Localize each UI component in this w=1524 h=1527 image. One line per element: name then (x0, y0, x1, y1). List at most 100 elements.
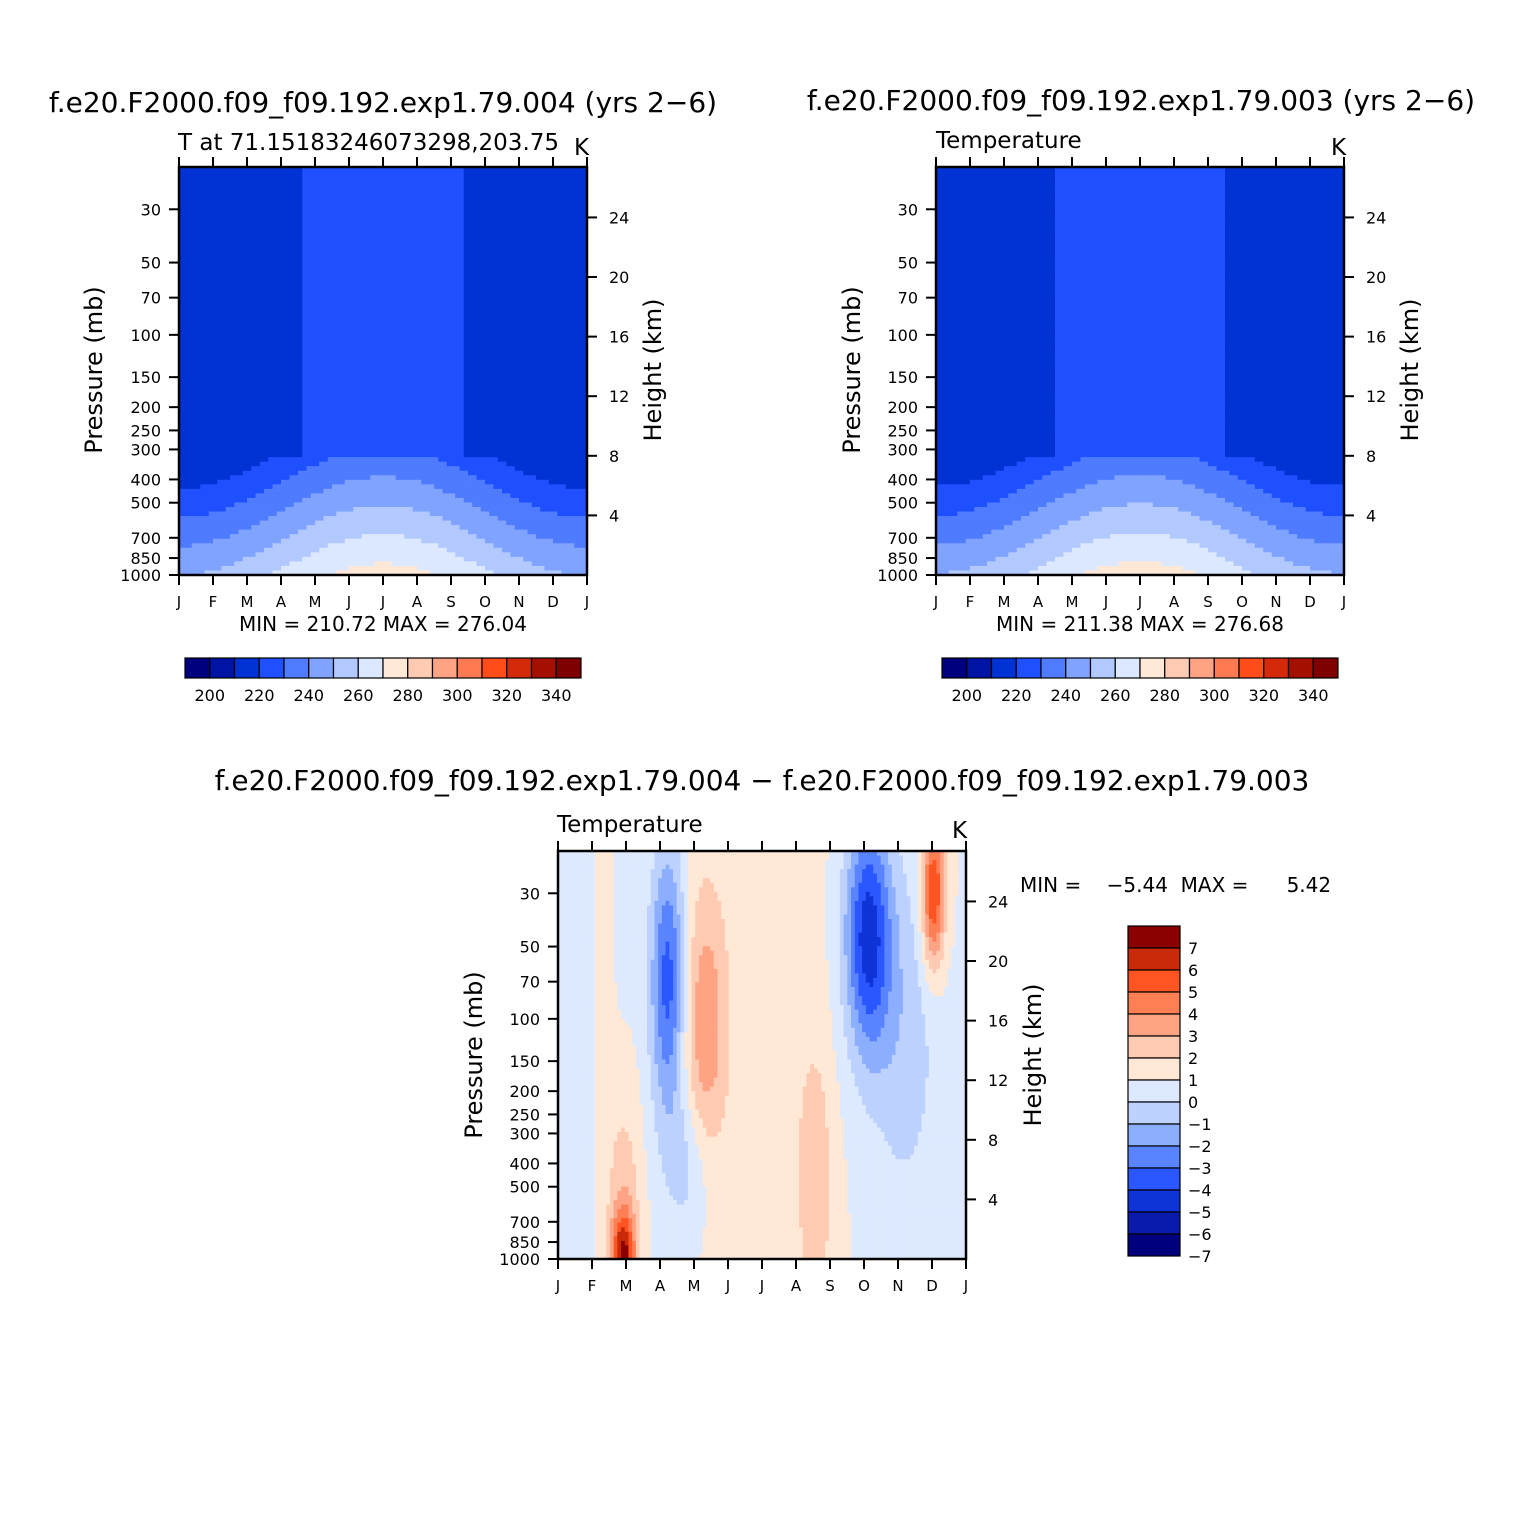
contour-cell (268, 308, 273, 313)
contour-cell (574, 253, 579, 258)
contour-cell (455, 230, 460, 235)
contour-cell (341, 190, 346, 195)
contour-cell (523, 326, 528, 331)
contour-cell (409, 394, 414, 399)
contour-cell (213, 221, 218, 226)
contour-cell (353, 317, 358, 322)
contour-cell (447, 371, 452, 376)
contour-cell (260, 398, 265, 403)
contour-cell (307, 289, 312, 294)
contour-cell (434, 194, 439, 199)
contour-cell (328, 221, 333, 226)
contour-cell (532, 235, 537, 240)
contour-cell (328, 276, 333, 281)
contour-cell (515, 285, 520, 290)
contour-cell (298, 249, 303, 254)
contour-cell (277, 212, 282, 217)
contour-cell (192, 312, 197, 317)
contour-cell (366, 394, 371, 399)
contour-cell (511, 203, 516, 208)
contour-cell (260, 258, 265, 263)
contour-cell (268, 385, 273, 390)
contour-cell (226, 335, 231, 340)
contour-cell (417, 244, 422, 249)
contour-cell (251, 176, 256, 181)
contour-cell (200, 176, 205, 181)
contour-cell (285, 212, 290, 217)
contour-cell (511, 344, 516, 349)
contour-cell (298, 276, 303, 281)
contour-cell (302, 190, 307, 195)
contour-cell (264, 289, 269, 294)
contour-cell (485, 344, 490, 349)
contour-cell (426, 353, 431, 358)
contour-cell (438, 185, 443, 190)
contour-cell (400, 344, 405, 349)
contour-cell (519, 240, 524, 245)
contour-cell (523, 230, 528, 235)
contour-cell (251, 289, 256, 294)
contour-cell (294, 376, 299, 381)
contour-cell (579, 199, 584, 204)
contour-cell (264, 344, 269, 349)
contour-cell (540, 308, 545, 313)
contour-cell (349, 230, 354, 235)
contour-cell (494, 294, 499, 299)
contour-cell (243, 394, 248, 399)
contour-cell (226, 271, 231, 276)
contour-cell (426, 244, 431, 249)
contour-cell (574, 212, 579, 217)
contour-cell (239, 321, 244, 326)
contour-cell (392, 394, 397, 399)
contour-cell (481, 235, 486, 240)
contour-cell (217, 308, 222, 313)
contour-cell (353, 267, 358, 272)
contour-cell (464, 280, 469, 285)
contour-cell (400, 289, 405, 294)
contour-cell (341, 371, 346, 376)
contour-cell (549, 357, 554, 362)
contour-cell (511, 212, 516, 217)
contour-cell (268, 235, 273, 240)
contour-cell (268, 339, 273, 344)
contour-cell (430, 348, 435, 353)
contour-cell (324, 199, 329, 204)
contour-cell (319, 298, 324, 303)
contour-cell (375, 221, 380, 226)
contour-cell (460, 330, 465, 335)
contour-cell (247, 289, 252, 294)
contour-cell (396, 326, 401, 331)
contour-cell (392, 221, 397, 226)
contour-cell (324, 312, 329, 317)
contour-cell (336, 317, 341, 322)
contour-cell (519, 294, 524, 299)
contour-cell (409, 344, 414, 349)
contour-cell (268, 330, 273, 335)
contour-cell (362, 262, 367, 267)
contour-cell (481, 385, 486, 390)
contour-cell (481, 330, 486, 335)
contour-cell (409, 199, 414, 204)
contour-cell (298, 190, 303, 195)
contour-cell (209, 185, 214, 190)
contour-cell (349, 344, 354, 349)
contour-cell (234, 298, 239, 303)
contour-cell (243, 335, 248, 340)
contour-cell (413, 190, 418, 195)
contour-cell (315, 244, 320, 249)
contour-cell (562, 285, 567, 290)
contour-cell (324, 253, 329, 258)
contour-cell (222, 172, 227, 177)
contour-cell (553, 172, 558, 177)
contour-cell (519, 181, 524, 186)
contour-cell (256, 217, 261, 222)
contour-cell (426, 294, 431, 299)
contour-cell (566, 208, 571, 213)
contour-cell (243, 181, 248, 186)
contour-cell (523, 199, 528, 204)
contour-cell (243, 321, 248, 326)
contour-cell (230, 357, 235, 362)
contour-cell (315, 235, 320, 240)
contour-cell (222, 244, 227, 249)
contour-cell (400, 253, 405, 258)
